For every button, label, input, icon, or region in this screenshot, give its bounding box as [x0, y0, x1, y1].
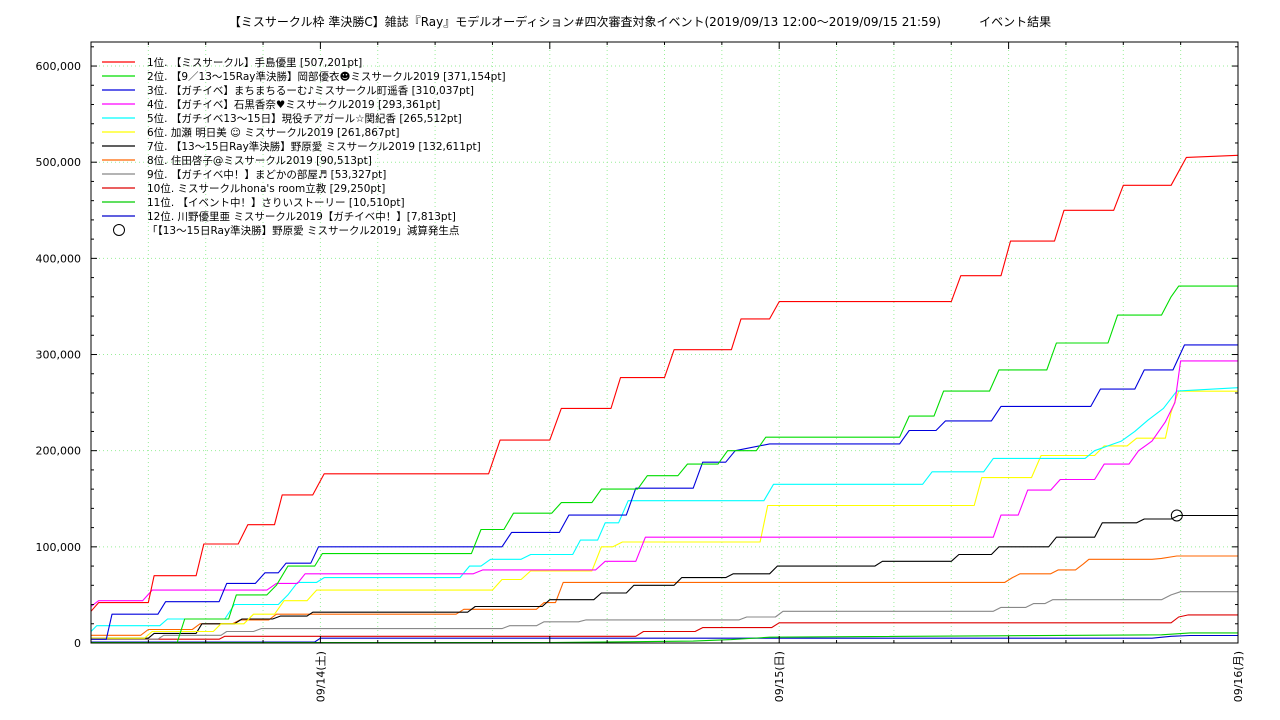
legend-label: 6位. 加瀬 明日美 ☺ ミスサークル2019 [261,867pt] [147, 126, 399, 139]
y-tick-label: 500,000 [36, 156, 82, 169]
legend-label: 8位. 住田啓子@ミスサークル2019 [90,513pt] [147, 154, 372, 167]
y-tick-label: 0 [74, 637, 81, 650]
y-tick-label: 300,000 [36, 349, 82, 362]
legend-label: 10位. ミスサークルhona's room立教 [29,250pt] [147, 182, 385, 195]
x-tick-label: 09/15(日) [773, 651, 786, 702]
series-line [91, 614, 1238, 640]
series-line [91, 555, 1238, 636]
series-line [91, 344, 1238, 640]
series-line [176, 285, 1238, 644]
legend-label: 12位. 川野優里亜 ミスサークル2019【ガチイベ中！】[7,813pt] [147, 210, 456, 223]
y-tick-label: 600,000 [36, 60, 82, 73]
legend-label: 2位. 【9／13〜15Ray準決勝】岡部優衣☻ミスサークル2019 [371,… [147, 70, 506, 83]
tick-layer: 0 100,000 200,000 300,000 400,000 500,000 600,… [36, 42, 1245, 702]
legend-label: 1位. 【ミスサークル】手島優里 [507,201pt] [147, 56, 362, 69]
legend-annotation-label: 「【13〜15日Ray準決勝】野原愛 ミスサークル2019」減算発生点 [147, 224, 459, 237]
legend-label: 4位. 【ガチイベ】石黒香奈♥ミスサークル2019 [293,361pt] [147, 98, 440, 111]
series-line [90, 360, 1238, 607]
y-tick-label: 100,000 [36, 541, 82, 554]
series-line [91, 591, 1238, 640]
legend-label: 9位. 【ガチイベ中！】まどかの部屋♬ [53,327pt] [147, 168, 386, 181]
x-tick-label: 09/16(月) [1232, 651, 1245, 702]
series-line [91, 390, 1238, 639]
series-line [90, 387, 1239, 632]
y-tick-label: 400,000 [36, 252, 82, 265]
x-tick-label: 09/14(土) [314, 651, 327, 702]
legend: 1位. 【ミスサークル】手島優里 [507,201pt]2位. 【9／13〜15… [102, 56, 506, 237]
annotation-marker [1170, 509, 1183, 522]
y-tick-label: 200,000 [36, 445, 82, 458]
series-line [90, 154, 1239, 612]
legend-label: 11位. 【イベント中！】さりいストーリー [10,510pt] [147, 196, 405, 209]
legend-annotation-marker [113, 224, 125, 236]
chart-title: 【ミスサークル枠 準決勝C】雑誌『Ray』モデルオーディション#四次審査対象イベ… [228, 15, 1052, 29]
annotation-layer [1170, 509, 1183, 522]
series-line [91, 514, 1238, 639]
legend-label: 5位. 【ガチイベ13〜15日】現役チアガール☆関紀香 [265,512pt] [147, 112, 462, 125]
series-layer [90, 154, 1239, 644]
grid-layer [91, 42, 1238, 643]
legend-label: 7位. 【13〜15日Ray準決勝】野原愛 ミスサークル2019 [132,61… [147, 140, 481, 153]
legend-label: 3位. 【ガチイベ】まちまちるーむ♪ミスサークル町遥香 [310,037pt] [147, 84, 474, 97]
series-line [91, 632, 1238, 644]
